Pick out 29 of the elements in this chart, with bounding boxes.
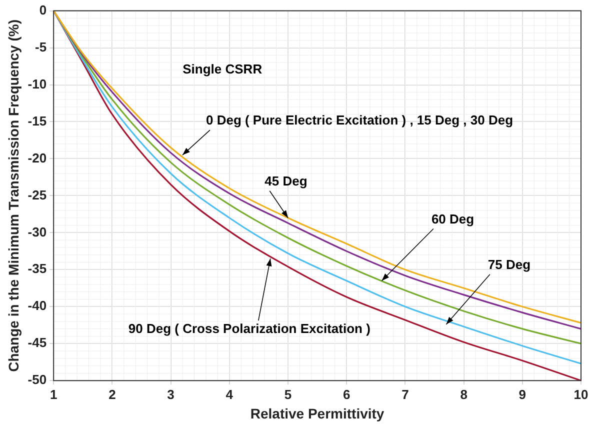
annotation: 90 Deg ( Cross Polarization Excitation ) <box>128 321 370 336</box>
x-tick-label: 1 <box>50 386 58 402</box>
y-tick-label: -40 <box>28 298 47 314</box>
annotation: Single CSRR <box>182 62 263 77</box>
annotation: 0 Deg ( Pure Electric Excitation ) , 15 Deg , 30 Deg <box>206 112 514 128</box>
y-tick-label: -10 <box>28 76 47 92</box>
y-axis-title: Change in the Minimum Transmission Frequency (%) <box>5 20 22 372</box>
annotation: 45 Deg <box>264 173 308 188</box>
annotation: 60 Deg <box>431 211 474 226</box>
y-tick-label: -35 <box>28 261 47 276</box>
y-tick-label: -45 <box>28 335 47 350</box>
x-tick-label: 7 <box>402 386 409 402</box>
x-tick-label: 10 <box>574 386 588 402</box>
x-tick-label: 3 <box>167 386 174 402</box>
x-tick-label: 4 <box>226 386 234 402</box>
y-tick-label: 0 <box>39 2 47 18</box>
y-tick-label: -15 <box>28 113 47 128</box>
x-tick-label: 2 <box>108 386 116 402</box>
y-tick-label: -30 <box>28 224 47 240</box>
annotation: 75 Deg <box>488 256 531 272</box>
y-tick-label: -5 <box>35 39 47 54</box>
y-tick-label: -25 <box>28 187 47 202</box>
x-tick-label: 8 <box>460 386 468 402</box>
x-tick-label: 9 <box>518 386 526 402</box>
x-tick-label: 6 <box>342 386 350 402</box>
y-tick-label: -50 <box>28 372 47 388</box>
x-axis-title: Relative Permittivity <box>250 405 384 422</box>
y-tick-label: -20 <box>28 150 47 166</box>
x-tick-label: 5 <box>284 386 292 402</box>
